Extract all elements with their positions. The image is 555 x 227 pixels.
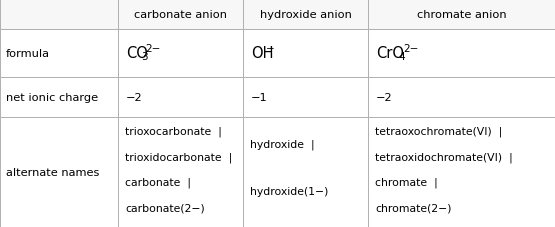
Text: CO: CO bbox=[126, 46, 148, 61]
Bar bbox=[243, 0, 368, 30]
Bar bbox=[368, 78, 555, 118]
Text: hydroxide  |: hydroxide | bbox=[250, 138, 315, 149]
Bar bbox=[368, 30, 555, 78]
Text: 4: 4 bbox=[398, 52, 405, 62]
Bar bbox=[243, 118, 368, 227]
Text: net ionic charge: net ionic charge bbox=[6, 93, 98, 103]
Text: 2−: 2− bbox=[145, 44, 161, 54]
Text: CrO: CrO bbox=[376, 46, 404, 61]
Text: −2: −2 bbox=[126, 93, 143, 103]
Text: trioxocarbonate  |: trioxocarbonate | bbox=[125, 126, 222, 137]
Text: alternate names: alternate names bbox=[6, 167, 99, 177]
Text: −2: −2 bbox=[376, 93, 392, 103]
Text: chromate(2−): chromate(2−) bbox=[375, 203, 452, 213]
Text: −: − bbox=[266, 44, 275, 54]
Text: carbonate  |: carbonate | bbox=[125, 177, 191, 188]
Bar bbox=[0, 30, 118, 78]
Text: trioxidocarbonate  |: trioxidocarbonate | bbox=[125, 152, 232, 162]
Text: −1: −1 bbox=[251, 93, 268, 103]
Text: hydroxide anion: hydroxide anion bbox=[260, 10, 351, 20]
Text: chromate  |: chromate | bbox=[375, 177, 438, 188]
Bar bbox=[0, 118, 118, 227]
Text: hydroxide(1−): hydroxide(1−) bbox=[250, 186, 329, 196]
Text: 3: 3 bbox=[141, 52, 148, 62]
Bar bbox=[0, 0, 118, 30]
Bar bbox=[243, 30, 368, 78]
Bar bbox=[118, 0, 243, 30]
Bar bbox=[118, 118, 243, 227]
Text: chromate anion: chromate anion bbox=[417, 10, 506, 20]
Text: carbonate anion: carbonate anion bbox=[134, 10, 227, 20]
Text: formula: formula bbox=[6, 49, 50, 59]
Bar bbox=[368, 0, 555, 30]
Bar bbox=[368, 118, 555, 227]
Bar bbox=[118, 78, 243, 118]
Bar bbox=[0, 78, 118, 118]
Bar bbox=[243, 78, 368, 118]
Text: tetraoxidochromate(VI)  |: tetraoxidochromate(VI) | bbox=[375, 152, 513, 162]
Text: OH: OH bbox=[251, 46, 274, 61]
Text: tetraoxochromate(VI)  |: tetraoxochromate(VI) | bbox=[375, 126, 502, 137]
Bar bbox=[118, 30, 243, 78]
Text: carbonate(2−): carbonate(2−) bbox=[125, 203, 205, 213]
Text: 2−: 2− bbox=[403, 44, 418, 54]
